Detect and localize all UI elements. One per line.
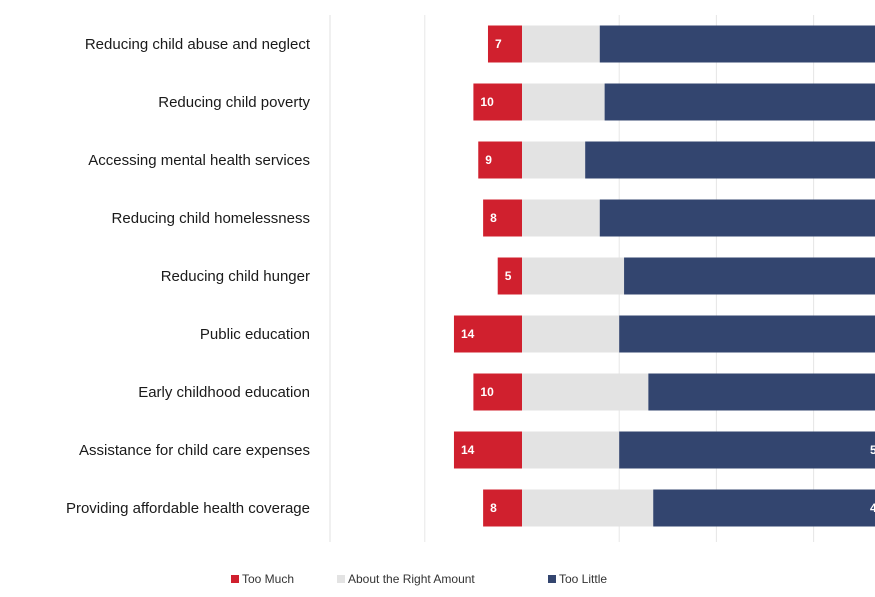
bar-about-right-providing-affordable-health-coverage: [522, 489, 654, 527]
bar-about-right-reducing-child-abuse-and-neglect: [522, 25, 600, 63]
bars: [453, 25, 875, 527]
bar-too-much-reducing-child-hunger: [497, 257, 522, 295]
category-label-early-childhood-education: Early childhood education: [138, 384, 310, 401]
legend-swatch-too-little: [548, 575, 556, 583]
data-label-too-much: 9: [485, 153, 492, 167]
bar-too-little-reducing-child-abuse-and-neglect: [599, 25, 875, 63]
bar-too-little-reducing-child-hunger: [624, 257, 875, 295]
bar-too-little-reducing-child-homelessness: [599, 199, 875, 237]
legend-swatch-about-the-right-amount: [337, 575, 345, 583]
bar-too-much-public-education: [453, 315, 522, 353]
legend-swatch-too-much: [231, 575, 239, 583]
bar-about-right-early-childhood-education: [522, 373, 649, 411]
category-label-reducing-child-poverty: Reducing child poverty: [158, 94, 310, 111]
category-labels: Reducing child abuse and neglect Reducing…: [66, 36, 311, 517]
bar-too-much-accessing-mental-health-services: [478, 141, 522, 179]
data-label-too-much: 14: [461, 443, 475, 457]
category-label-accessing-mental-health-services: Accessing mental health services: [88, 152, 310, 169]
category-label-reducing-child-homelessness: Reducing child homelessness: [112, 210, 310, 227]
bar-about-right-reducing-child-poverty: [522, 83, 605, 121]
bar-too-little-public-education: [619, 315, 875, 353]
category-label-public-education: Public education: [200, 326, 310, 343]
bar-about-right-reducing-child-homelessness: [522, 199, 600, 237]
legend: Too Much About the Right Amount Too Little: [231, 572, 607, 586]
category-label-providing-affordable-health-coverage: Providing affordable health coverage: [66, 500, 310, 517]
data-label-too-much: 10: [480, 95, 494, 109]
bar-too-little-assistance-for-child-care-expenses: [619, 431, 875, 469]
bar-too-much-providing-affordable-health-coverage: [483, 489, 522, 527]
category-label-reducing-child-abuse-and-neglect: Reducing child abuse and neglect: [85, 36, 311, 53]
category-label-reducing-child-hunger: Reducing child hunger: [161, 268, 310, 285]
data-label-too-much: 8: [490, 501, 497, 515]
bar-too-little-reducing-child-poverty: [604, 83, 875, 121]
bar-about-right-accessing-mental-health-services: [522, 141, 586, 179]
bar-too-little-providing-affordable-health-coverage: [653, 489, 875, 527]
data-label-too-little: 49: [870, 501, 875, 515]
bar-too-little-early-childhood-education: [648, 373, 875, 411]
data-label-too-much: 7: [495, 37, 502, 51]
bar-too-much-reducing-child-poverty: [473, 83, 522, 121]
category-label-assistance-for-child-care-expenses: Assistance for child care expenses: [79, 442, 310, 459]
data-label-too-much: 5: [505, 269, 512, 283]
data-labels: 7661066966865564146010561456849: [461, 37, 875, 515]
data-label-too-little: 56: [870, 443, 875, 457]
bar-too-much-reducing-child-homelessness: [483, 199, 522, 237]
data-label-too-much: 8: [490, 211, 497, 225]
bar-too-little-accessing-mental-health-services: [585, 141, 875, 179]
bar-too-much-reducing-child-abuse-and-neglect: [487, 25, 522, 63]
bar-about-right-assistance-for-child-care-expenses: [522, 431, 620, 469]
legend-label-too-little: Too Little: [559, 572, 607, 586]
data-label-too-much: 14: [461, 327, 475, 341]
bar-too-much-early-childhood-education: [473, 373, 522, 411]
bar-about-right-public-education: [522, 315, 620, 353]
legend-label-about-the-right-amount: About the Right Amount: [348, 572, 475, 586]
data-label-too-much: 10: [480, 385, 494, 399]
legend-label-too-much: Too Much: [242, 572, 294, 586]
bar-too-much-assistance-for-child-care-expenses: [453, 431, 522, 469]
bar-about-right-reducing-child-hunger: [522, 257, 625, 295]
